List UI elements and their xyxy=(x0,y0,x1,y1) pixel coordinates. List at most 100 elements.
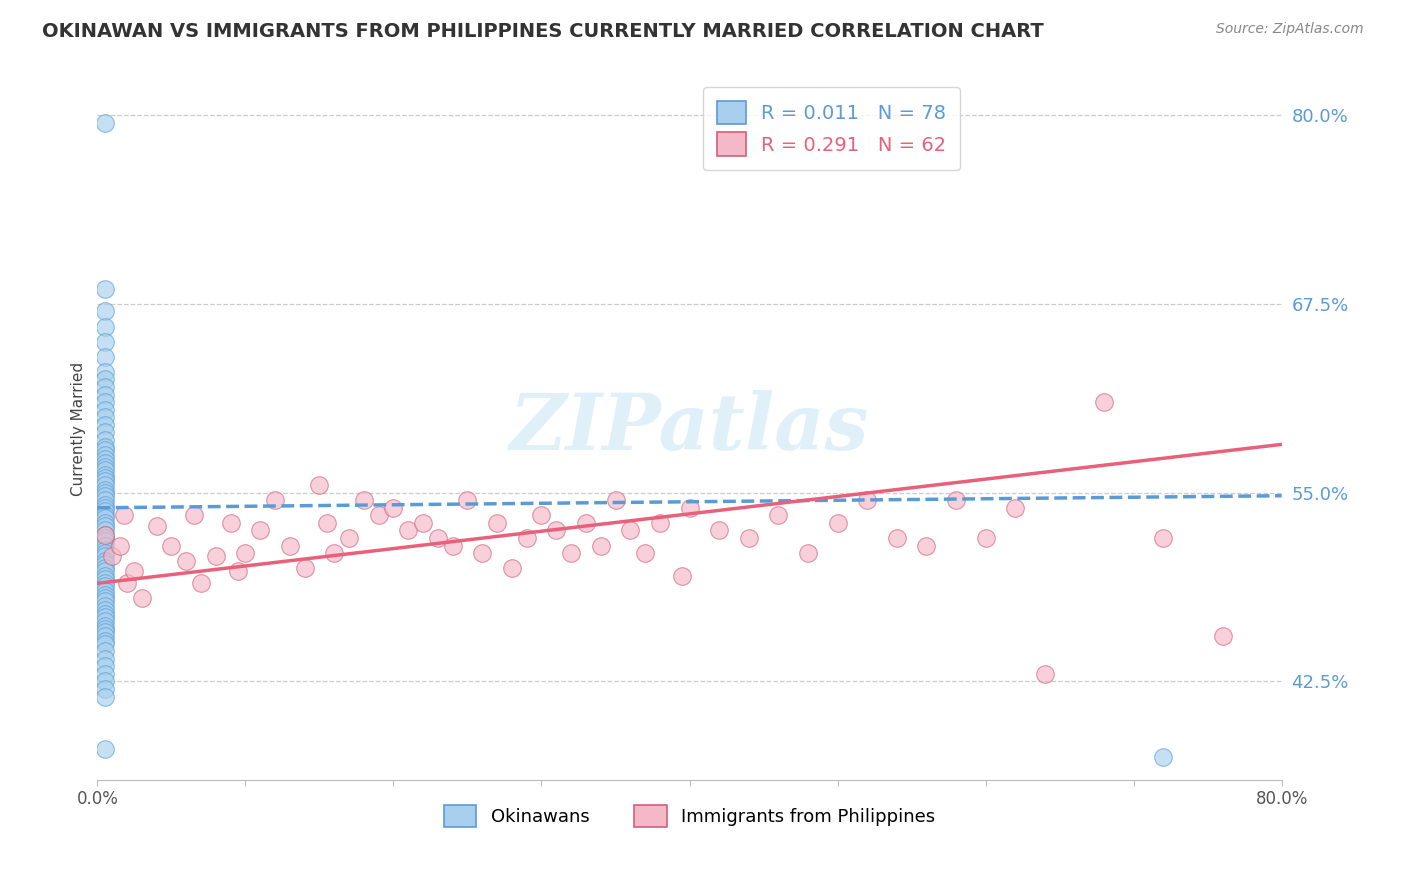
Point xyxy=(94,681,117,696)
Point xyxy=(1152,531,1174,545)
Point xyxy=(94,334,117,349)
Point xyxy=(94,485,117,500)
Point xyxy=(94,588,117,602)
Point xyxy=(94,489,117,503)
Point xyxy=(94,576,117,591)
Point xyxy=(294,561,316,575)
Point xyxy=(94,304,117,318)
Point xyxy=(94,614,117,628)
Text: ZIPatlas: ZIPatlas xyxy=(510,391,869,467)
Point xyxy=(1033,667,1056,681)
Point xyxy=(323,546,346,560)
Point xyxy=(94,644,117,658)
Point xyxy=(94,410,117,425)
Point xyxy=(94,460,117,475)
Point xyxy=(94,417,117,432)
Point xyxy=(94,519,117,533)
Point xyxy=(145,519,167,533)
Point xyxy=(827,516,849,530)
Point xyxy=(382,500,405,515)
Point xyxy=(278,539,301,553)
Point xyxy=(738,531,761,545)
Point xyxy=(94,564,117,578)
Point xyxy=(412,516,434,530)
Point xyxy=(456,493,478,508)
Point xyxy=(249,524,271,538)
Point xyxy=(308,478,330,492)
Point xyxy=(94,448,117,462)
Point xyxy=(560,546,582,560)
Point xyxy=(94,372,117,386)
Point xyxy=(516,531,538,545)
Point xyxy=(94,452,117,467)
Point xyxy=(94,652,117,666)
Point xyxy=(856,493,879,508)
Point xyxy=(589,539,612,553)
Point xyxy=(94,629,117,643)
Point xyxy=(426,531,449,545)
Point xyxy=(204,549,226,563)
Point xyxy=(768,508,790,523)
Point xyxy=(94,557,117,571)
Point xyxy=(94,365,117,379)
Point xyxy=(183,508,205,523)
Point xyxy=(94,511,117,525)
Point xyxy=(94,463,117,477)
Point xyxy=(264,493,287,508)
Point xyxy=(94,504,117,518)
Point xyxy=(546,524,568,538)
Point xyxy=(235,546,257,560)
Point xyxy=(94,498,117,512)
Point xyxy=(94,524,117,538)
Point xyxy=(678,500,700,515)
Point xyxy=(94,493,117,508)
Point xyxy=(219,516,242,530)
Text: Source: ZipAtlas.com: Source: ZipAtlas.com xyxy=(1216,22,1364,37)
Text: OKINAWAN VS IMMIGRANTS FROM PHILIPPINES CURRENTLY MARRIED CORRELATION CHART: OKINAWAN VS IMMIGRANTS FROM PHILIPPINES … xyxy=(42,22,1043,41)
Point xyxy=(94,456,117,470)
Point xyxy=(353,493,375,508)
Point xyxy=(94,508,117,523)
Point xyxy=(945,493,967,508)
Point xyxy=(94,543,117,558)
Point xyxy=(94,561,117,575)
Point xyxy=(94,637,117,651)
Point xyxy=(886,531,908,545)
Point xyxy=(94,554,117,568)
Point xyxy=(94,667,117,681)
Point xyxy=(315,516,337,530)
Point xyxy=(94,528,117,542)
Point xyxy=(190,576,212,591)
Point xyxy=(396,524,419,538)
Point xyxy=(94,528,117,542)
Point xyxy=(94,633,117,648)
Point xyxy=(94,516,117,530)
Point xyxy=(707,524,730,538)
Legend: Okinawans, Immigrants from Philippines: Okinawans, Immigrants from Philippines xyxy=(436,797,942,834)
Point xyxy=(94,433,117,447)
Point xyxy=(94,483,117,497)
Point xyxy=(94,572,117,586)
Point xyxy=(530,508,553,523)
Point xyxy=(94,467,117,482)
Point xyxy=(94,624,117,639)
Point xyxy=(94,591,117,606)
Point xyxy=(915,539,938,553)
Point xyxy=(94,425,117,440)
Point xyxy=(94,116,117,130)
Point xyxy=(174,554,197,568)
Point xyxy=(94,319,117,334)
Point xyxy=(94,579,117,593)
Point xyxy=(1092,395,1115,409)
Point xyxy=(94,470,117,484)
Point xyxy=(1004,500,1026,515)
Point xyxy=(1152,750,1174,764)
Point xyxy=(94,441,117,455)
Point xyxy=(94,742,117,756)
Point xyxy=(160,539,183,553)
Point xyxy=(94,474,117,488)
Point xyxy=(112,508,135,523)
Point xyxy=(94,500,117,515)
Point xyxy=(94,603,117,617)
Point xyxy=(131,591,153,606)
